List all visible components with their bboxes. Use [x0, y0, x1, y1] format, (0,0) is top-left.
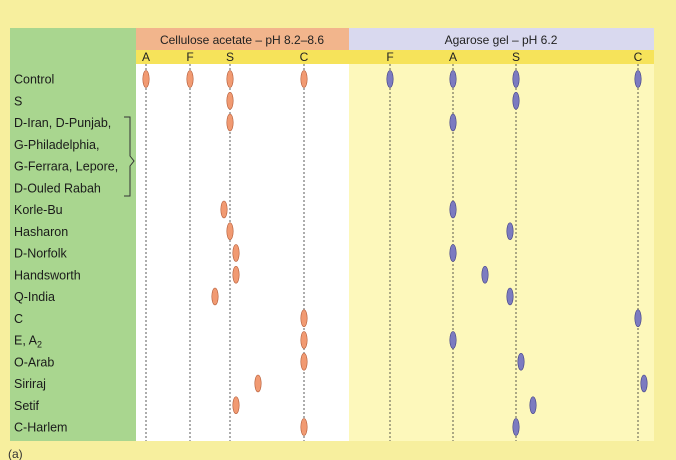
header-agarose: [349, 28, 654, 50]
band-cellulose: [226, 222, 234, 241]
row-label: C: [14, 312, 23, 326]
band-agarose: [481, 265, 489, 284]
band-cellulose: [254, 374, 262, 393]
band-cellulose: [300, 331, 308, 349]
band-cellulose: [300, 70, 308, 88]
band-agarose: [449, 331, 457, 349]
row-label: S: [14, 94, 22, 108]
band-agarose: [506, 222, 514, 241]
band-cellulose: [232, 396, 240, 415]
band-agarose: [529, 396, 537, 415]
band-agarose: [634, 309, 642, 328]
row-label: D-Norfolk: [14, 247, 68, 261]
row-label: Control: [14, 73, 54, 87]
band-cellulose: [300, 309, 308, 328]
band-cellulose: [142, 70, 150, 88]
row-labels: Control S D-Iran, D-Punjab, G-Philadelphia,…: [14, 73, 118, 435]
group-bracket: [124, 116, 135, 197]
header-cellulose: [136, 28, 349, 50]
band-cellulose: [226, 113, 234, 132]
subheader-agarose: [349, 50, 654, 64]
row-label: Setif: [14, 399, 40, 413]
bands: [142, 70, 648, 436]
band-cellulose: [186, 70, 194, 88]
band-cellulose: [226, 91, 234, 110]
agarose-title: Agarose gel – pH 6.2: [445, 33, 558, 47]
row-label: Siriraj: [14, 377, 46, 391]
subheader-cellulose: [136, 50, 349, 64]
row-label: Handsworth: [14, 268, 81, 282]
band-agarose: [512, 91, 520, 110]
label-column: [10, 28, 136, 441]
lane-label-cellulose-s: S: [226, 50, 234, 64]
row-label: C-Harlem: [14, 421, 67, 435]
panel-cellulose: [136, 64, 349, 441]
band-agarose: [449, 70, 457, 88]
band-cellulose: [220, 200, 228, 219]
band-agarose: [386, 70, 394, 88]
band-agarose: [512, 70, 520, 88]
band-cellulose: [232, 265, 240, 284]
band-cellulose: [300, 418, 308, 436]
lane-label-agarose-f: F: [386, 50, 393, 64]
row-label: Korle-Bu: [14, 203, 63, 217]
band-agarose: [449, 113, 457, 132]
band-agarose: [506, 287, 514, 306]
row-label: G-Philadelphia,: [14, 138, 99, 152]
band-cellulose: [226, 70, 234, 88]
band-agarose: [517, 352, 525, 371]
cellulose-title: Cellulose acetate – pH 8.2–8.6: [160, 33, 324, 47]
band-cellulose: [232, 244, 240, 262]
lane-label-agarose-a: A: [449, 50, 457, 64]
band-cellulose: [300, 352, 308, 371]
row-label: D-Iran, D-Punjab,: [14, 116, 111, 130]
lane-label-cellulose-f: F: [186, 50, 193, 64]
lane-label-cellulose-c: C: [300, 50, 309, 64]
row-label: G-Ferrara, Lepore,: [14, 160, 118, 174]
row-label: Q-India: [14, 290, 55, 304]
lane-label-cellulose-a: A: [142, 50, 150, 64]
band-agarose: [634, 70, 642, 88]
band-agarose: [449, 200, 457, 219]
corner-label: (a): [8, 447, 23, 460]
row-label: E, A2: [14, 334, 42, 350]
panel-agarose: [349, 64, 654, 441]
row-label: D-Ouled Rabah: [14, 181, 101, 195]
band-agarose: [512, 418, 520, 436]
lane-label-agarose-s: S: [512, 50, 520, 64]
row-label: Hasharon: [14, 225, 68, 239]
lane-label-agarose-c: C: [634, 50, 643, 64]
band-agarose: [449, 244, 457, 262]
band-cellulose: [211, 287, 219, 306]
row-label: O-Arab: [14, 355, 54, 369]
band-agarose: [640, 374, 648, 393]
